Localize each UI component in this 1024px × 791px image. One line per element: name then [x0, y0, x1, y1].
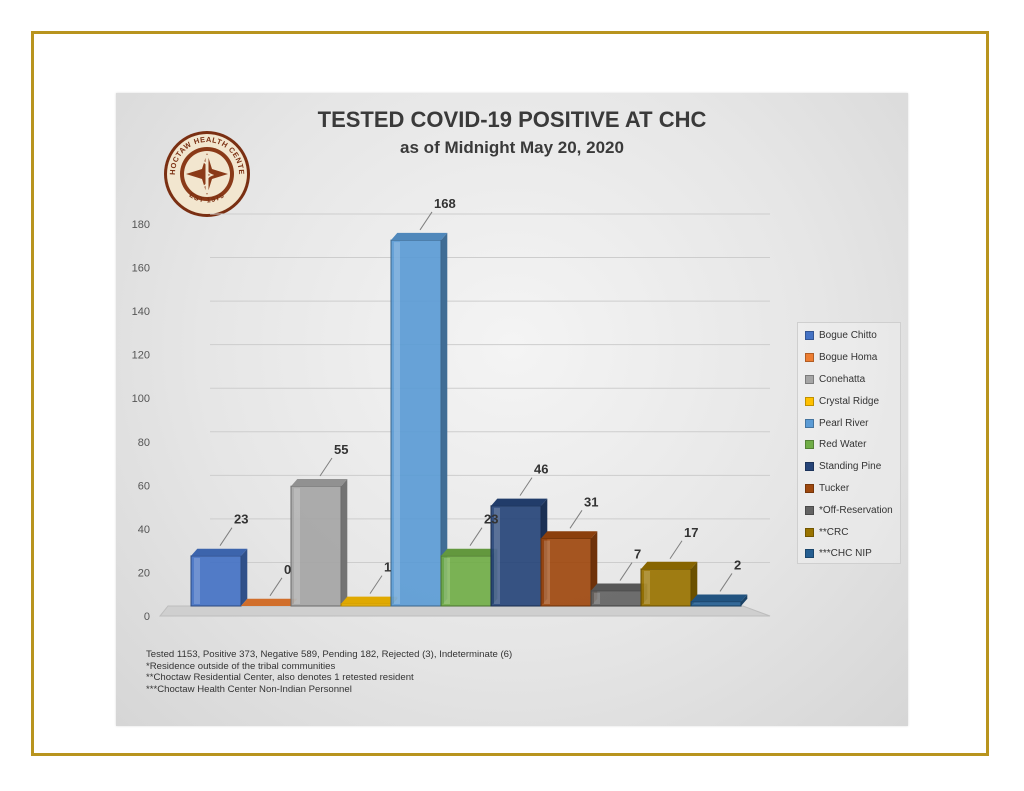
- legend-label: **CRC: [819, 526, 849, 538]
- y-tick-label: 40: [138, 524, 150, 536]
- legend-swatch: [805, 353, 814, 363]
- chart-floor: [158, 605, 771, 617]
- y-tick-label: 0: [144, 611, 150, 623]
- chart-title: TESTED COVID-19 POSITIVE AT CHC: [317, 107, 707, 132]
- legend-swatch: [805, 331, 814, 341]
- bar: [590, 583, 648, 607]
- legend-swatch: [805, 462, 814, 472]
- legend-swatch: [805, 505, 814, 515]
- y-tick-label: 100: [132, 393, 150, 405]
- legend-item: Conehatta: [805, 369, 900, 391]
- data-label: 23: [484, 512, 498, 527]
- legend-item: **CRC: [805, 521, 900, 543]
- legend-item: Tucker: [805, 478, 900, 500]
- note-line-chc-nip: ***Choctaw Health Center Non-Indian Pers…: [146, 683, 352, 695]
- chart-subtitle: as of Midnight May 20, 2020: [400, 138, 624, 157]
- bar: [390, 232, 448, 607]
- legend-label: ***CHC NIP: [819, 548, 872, 560]
- legend-label: *Off-Reservation: [819, 504, 893, 516]
- bar: [190, 548, 248, 607]
- data-label-leader: [219, 527, 233, 546]
- data-label: 31: [584, 494, 598, 509]
- chart-panel: [116, 93, 908, 726]
- data-label-leader: [519, 477, 533, 496]
- legend-label: Crystal Ridge: [819, 395, 880, 407]
- y-tick-label: 80: [138, 437, 150, 449]
- legend-item: *Off-Reservation: [805, 499, 900, 521]
- legend-label: Pearl River: [819, 417, 869, 429]
- legend-swatch: [805, 549, 814, 559]
- data-label-leader: [719, 573, 733, 592]
- legend-label: Standing Pine: [819, 461, 882, 473]
- legend-label: Bogue Homa: [819, 352, 878, 364]
- legend-label: Red Water: [819, 439, 867, 451]
- note-line-totals: Tested 1153, Positive 373, Negative 589,…: [146, 649, 513, 660]
- legend-swatch: [805, 483, 814, 493]
- legend-item: Pearl River: [805, 412, 900, 434]
- legend-label: Tucker: [819, 482, 850, 494]
- data-label-leader: [469, 527, 483, 546]
- legend-swatch: [805, 527, 814, 537]
- floor-plane: [158, 605, 771, 617]
- data-label: 23: [234, 512, 248, 527]
- data-label: 46: [534, 462, 548, 477]
- data-label: 168: [434, 196, 456, 211]
- legend-swatch: [805, 374, 814, 384]
- gold-border-frame: [31, 31, 989, 756]
- data-label-leader: [669, 540, 683, 560]
- y-tick-label: 60: [138, 480, 150, 492]
- legend-label: Conehatta: [819, 373, 866, 385]
- data-label-leader: [319, 457, 333, 477]
- data-label-leader: [419, 211, 433, 231]
- legend-swatch: [805, 440, 814, 450]
- legend-swatch: [805, 418, 814, 428]
- data-label: 0: [284, 562, 291, 577]
- data-labels: 23 0 55 1 168 23 46 31 7 17 2: [219, 196, 741, 597]
- data-label: 17: [684, 525, 698, 540]
- legend-item: Standing Pine: [805, 456, 900, 478]
- data-label-leader: [369, 575, 383, 594]
- bar: [640, 561, 698, 607]
- note-line-crc: **Choctaw Residential Center, also denot…: [146, 672, 414, 684]
- bar: [340, 596, 398, 607]
- footnotes: Tested 1153, Positive 373, Negative 589,…: [146, 649, 512, 695]
- legend-item: Red Water: [805, 434, 900, 456]
- bar: [540, 531, 598, 607]
- y-tick-label: 180: [132, 219, 150, 231]
- legend-item: Bogue Chitto: [805, 325, 900, 347]
- data-label: 1: [384, 560, 391, 575]
- legend-label: Bogue Chitto: [819, 330, 877, 342]
- note-line-off-reservation: *Residence outside of the tribal communi…: [146, 660, 336, 672]
- legend-item: Bogue Homa: [805, 347, 900, 369]
- legend: Bogue Chitto Bogue Homa Conehatta Crystal R…: [797, 322, 901, 564]
- data-label-leader: [569, 510, 583, 529]
- y-tick-label: 160: [132, 263, 150, 275]
- data-label: 7: [634, 547, 641, 562]
- data-label-leader: [269, 577, 283, 597]
- legend-item: Crystal Ridge: [805, 390, 900, 412]
- legend-item: ***CHC NIP: [805, 543, 900, 565]
- bar: [690, 594, 748, 607]
- bar: [290, 479, 348, 607]
- y-tick-label: 120: [132, 350, 150, 362]
- bar: [440, 548, 498, 607]
- y-tick-label: 140: [132, 306, 150, 318]
- data-label: 2: [734, 557, 741, 572]
- bar: [241, 598, 298, 606]
- data-label-leader: [619, 562, 633, 581]
- choctaw-health-center-seal: CHOCTAW HEALTH CENTER EST 1975: [159, 122, 252, 219]
- y-axis-ticks: 0 20 40 60 80 100 120 140 160 180: [132, 219, 150, 623]
- data-label: 55: [334, 442, 348, 457]
- bars: [190, 232, 748, 607]
- y-tick-label: 20: [138, 567, 150, 579]
- legend-swatch: [805, 396, 814, 406]
- bar: [490, 498, 548, 607]
